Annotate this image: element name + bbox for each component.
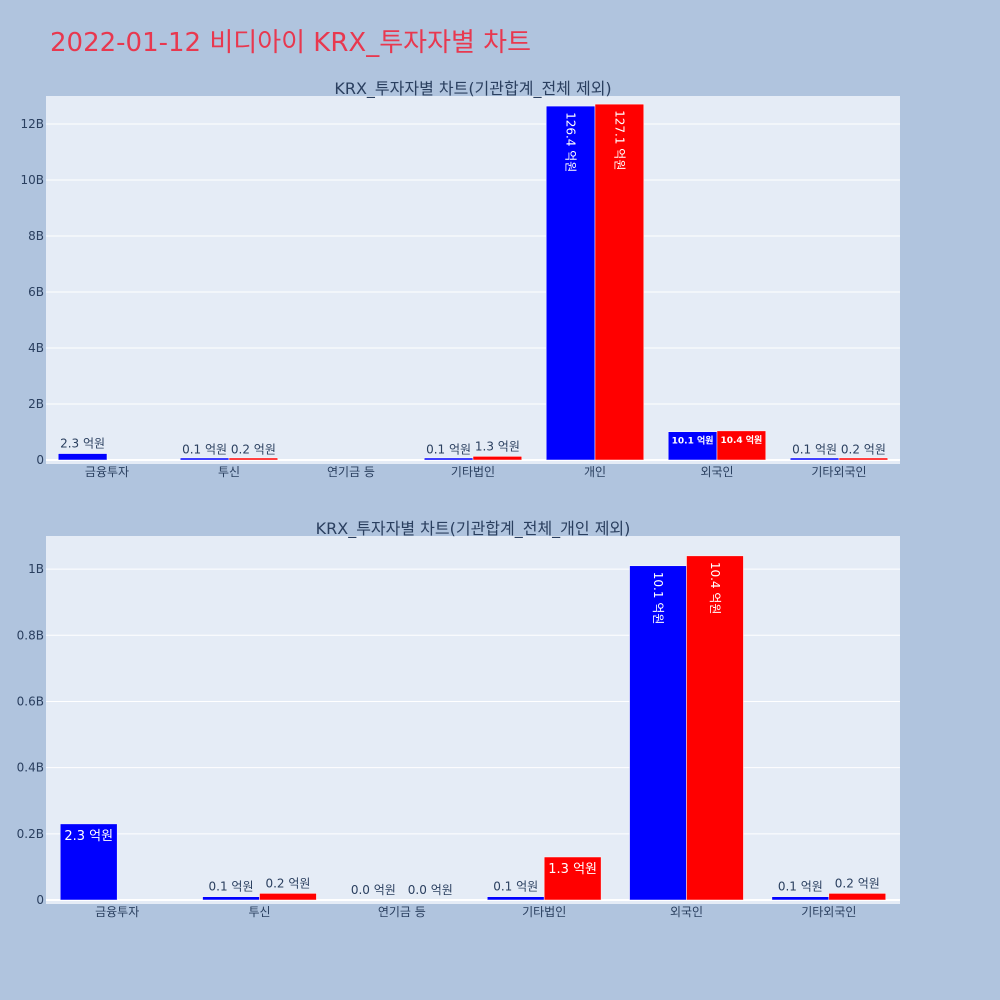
y-tick-label: 2B <box>28 397 44 411</box>
chart-2: 0 0.2B 0.4B 0.6B 0.8B 1B KRX_투자자별 차트(기관합계_전체_개… <box>17 519 900 919</box>
bar <box>838 457 889 461</box>
data-label: 1.3 억원 <box>475 439 520 453</box>
chart-title: KRX_투자자별 차트(기관합계_전체 제외) <box>334 79 611 99</box>
x-tick-label: 투신 <box>248 905 270 919</box>
x-tick-label: 금융투자 <box>85 465 129 479</box>
data-label: 0.1 억원 <box>182 443 227 457</box>
data-label: 10.1 억원 <box>672 435 714 447</box>
bar <box>667 431 718 461</box>
x-tick-label: 투신 <box>218 465 240 479</box>
y-tick-label: 0 <box>36 893 44 907</box>
data-label: 126.4 억원 <box>564 112 578 172</box>
data-label: 0.1 억원 <box>778 880 823 894</box>
x-tick-label: 연기금 등 <box>327 465 375 479</box>
data-label: 0.2 억원 <box>841 442 886 456</box>
y-tick-label: 8B <box>28 229 44 243</box>
y-tick-label: 10B <box>20 173 44 187</box>
data-label: 10.1 억원 <box>651 572 665 625</box>
bar <box>259 893 317 901</box>
data-label: 0.2 억원 <box>265 876 310 890</box>
x-tick-label: 외국인 <box>670 905 703 919</box>
data-label: 0.1 억원 <box>426 443 471 457</box>
y-tick-label: 0.2B <box>17 827 44 841</box>
data-label: 10.4 억원 <box>708 562 722 615</box>
bar <box>771 896 830 901</box>
bar <box>543 856 602 901</box>
x-tick-label: 금융투자 <box>95 905 139 919</box>
y-tick-label: 0.8B <box>17 628 44 642</box>
plot-area <box>46 536 900 904</box>
bar <box>686 555 744 901</box>
bar <box>486 896 545 901</box>
data-label: 0.1 억원 <box>792 443 837 457</box>
chart-title: KRX_투자자별 차트(기관합계_전체_개인 제외) <box>316 519 631 539</box>
x-tick-label: 외국인 <box>700 465 733 479</box>
y-tick-label: 0.4B <box>17 761 44 775</box>
bar <box>202 896 260 901</box>
data-label: 127.1 억원 <box>612 110 626 170</box>
data-label: 2.3 억원 <box>64 829 113 844</box>
y-tick-label: 12B <box>20 117 44 131</box>
data-label: 2.3 억원 <box>60 437 105 451</box>
plot-area <box>46 96 900 464</box>
data-label: 0.2 억원 <box>835 876 880 890</box>
bar <box>179 457 230 461</box>
x-tick-label: 연기금 등 <box>378 905 426 919</box>
data-label: 0.2 억원 <box>231 442 276 456</box>
data-label: 0.0 억원 <box>408 883 453 897</box>
data-label: 0.1 억원 <box>209 880 254 894</box>
y-tick-label: 0.6B <box>17 694 44 708</box>
chart-1: 0 2B 4B 6B 8B 10B 12B KRX_투자자별 차트(기관합계_전체 제외) 금융… <box>20 79 900 479</box>
bar <box>545 105 596 461</box>
y-tick-label: 4B <box>28 341 44 355</box>
data-label: 1.3 억원 <box>548 862 597 877</box>
bar <box>228 457 279 461</box>
y-tick-label: 6B <box>28 285 44 299</box>
x-tick-label: 기타외국인 <box>801 905 856 919</box>
x-tick-label: 개인 <box>584 465 606 479</box>
bar <box>59 823 118 901</box>
y-tick-label: 0 <box>36 453 44 467</box>
data-label: 0.1 억원 <box>493 880 538 894</box>
data-label: 10.4 억원 <box>720 434 762 446</box>
bar <box>828 893 887 901</box>
bar <box>629 565 687 901</box>
bar <box>423 457 474 461</box>
page-title: 2022-01-12 비디아이 KRX_투자자별 차트 <box>50 28 532 58</box>
y-tick-label: 1B <box>28 562 44 576</box>
bar <box>594 103 645 461</box>
bar <box>716 430 767 461</box>
bar <box>789 457 840 461</box>
bar <box>57 453 108 461</box>
x-tick-label: 기타법인 <box>451 465 495 479</box>
x-tick-label: 기타외국인 <box>811 465 866 479</box>
data-label: 0.0 억원 <box>351 883 396 897</box>
x-tick-label: 기타법인 <box>522 905 566 919</box>
bar <box>472 456 523 461</box>
